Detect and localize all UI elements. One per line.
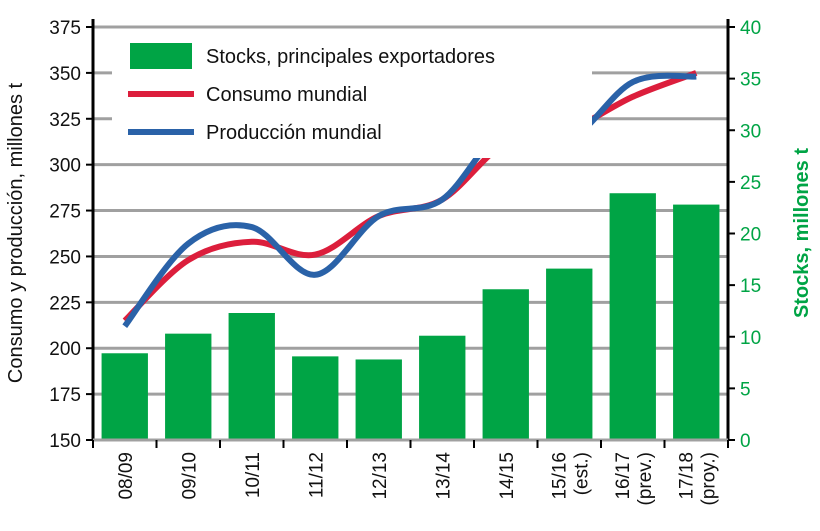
y-tick-label-right: 35 — [740, 70, 761, 91]
x-tick-label-line: 16/17 — [613, 452, 634, 500]
legend-label: Consumo mundial — [206, 84, 367, 106]
x-tick-label: 17/18 (proy.) — [676, 452, 719, 505]
x-tick-label: 10/11 — [243, 452, 264, 498]
y-tick-label-right: 0 — [740, 431, 751, 452]
bars — [101, 193, 720, 440]
y-tick-label-right: 30 — [740, 121, 761, 142]
bar — [101, 353, 148, 440]
x-tick-label-line: 13/14 — [433, 452, 454, 500]
legend: Stocks, principales exportadores Consumo … — [112, 34, 592, 158]
y-tick-label-right: 15 — [740, 276, 761, 297]
y-tick-label-left: 375 — [49, 18, 81, 39]
y-tick-label-right: 20 — [740, 225, 761, 246]
x-tick-label-line: (prev.) — [635, 452, 656, 505]
x-tick-label: 11/12 — [306, 452, 327, 498]
legend-label: Stocks, principales exportadores — [206, 46, 495, 68]
bar — [419, 335, 466, 440]
x-tick-label: 16/17 (prev.) — [613, 452, 656, 505]
bar — [292, 356, 339, 440]
y-tick-label-left: 325 — [49, 110, 81, 131]
y-axis-title-left: Consumo y producción, millones t — [5, 82, 27, 383]
x-tick-label-line: 11/12 — [306, 452, 327, 498]
x-tick-label-line: 12/13 — [370, 452, 391, 500]
y-tick-label-left: 300 — [49, 156, 81, 177]
x-tick-label-line: 08/09 — [116, 452, 137, 500]
legend-label: Producción mundial — [206, 122, 382, 144]
x-tick-label: 12/13 — [370, 452, 391, 500]
y-tick-label-left: 175 — [49, 385, 81, 406]
y-tick-label-right: 40 — [740, 18, 761, 39]
x-tick-label-line: (est.) — [571, 452, 592, 495]
y-tick-label-left: 275 — [49, 202, 81, 223]
lines — [122, 70, 698, 329]
bar — [673, 204, 720, 440]
bar — [165, 333, 212, 440]
bar — [355, 359, 402, 440]
y-tick-label-left: 225 — [49, 293, 81, 314]
x-tick-label: 14/15 — [497, 452, 518, 500]
x-tick-label: 08/09 — [116, 452, 137, 500]
axes: 150 175 200 225 250 275 300 325 350 375 0 5 10 15 20 25… — [49, 18, 761, 505]
y-tick-label-left: 150 — [49, 431, 81, 452]
line-producci-n-mundial — [122, 72, 697, 329]
x-tick-label-line: 14/15 — [497, 452, 518, 500]
x-tick-label-line: (proy.) — [698, 452, 719, 505]
y-tick-label-right: 5 — [740, 379, 751, 400]
y-tick-label-left: 250 — [49, 247, 81, 268]
x-tick-label-line: 10/11 — [243, 452, 264, 498]
x-tick-label-line: 17/18 — [676, 452, 697, 500]
x-tick-label: 15/16 (est.) — [549, 452, 592, 500]
x-tick-label: 13/14 — [433, 452, 454, 500]
y-tick-label-left: 200 — [49, 339, 81, 360]
x-tick-label: 09/10 — [179, 452, 200, 500]
bar — [609, 193, 656, 440]
bar — [228, 313, 275, 440]
bar — [482, 289, 529, 440]
x-tick-label-line: 09/10 — [179, 452, 200, 500]
y-tick-label-right: 10 — [740, 328, 761, 349]
y-tick-label-left: 350 — [49, 64, 81, 85]
y-tick-label-right: 25 — [740, 173, 761, 194]
x-tick-label-line: 15/16 — [549, 452, 570, 500]
bar — [546, 268, 593, 440]
legend-swatch-bar — [130, 43, 192, 69]
y-axis-title-right: Stocks, millones t — [791, 148, 813, 318]
